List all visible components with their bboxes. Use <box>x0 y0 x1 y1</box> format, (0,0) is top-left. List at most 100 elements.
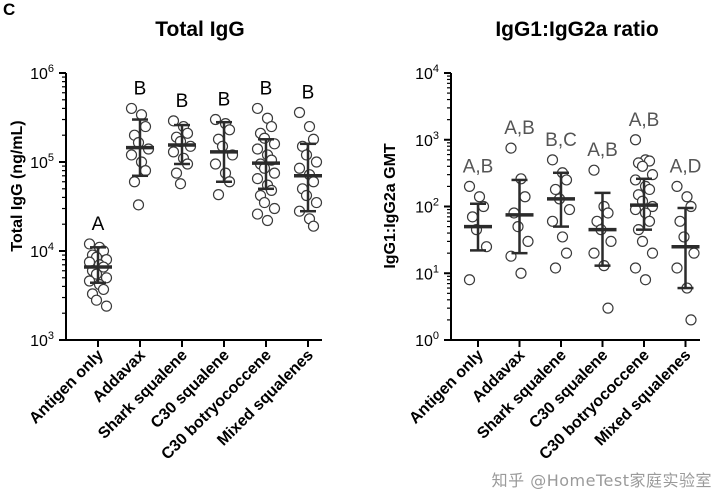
data-point <box>671 262 683 274</box>
data-point <box>560 174 573 186</box>
data-point <box>519 191 531 203</box>
y-tick-label: 106 <box>30 63 54 83</box>
significance-letter: A,D <box>670 156 702 177</box>
data-point <box>139 165 152 177</box>
data-point <box>307 220 320 232</box>
data-point <box>90 294 103 306</box>
data-point <box>251 173 264 185</box>
significance-letter: A,B <box>504 118 535 139</box>
data-point <box>463 180 476 193</box>
y-tick-label: 104 <box>30 241 54 261</box>
data-point <box>636 160 649 172</box>
data-point <box>251 208 264 220</box>
data-point <box>125 149 138 161</box>
data-point <box>293 106 306 119</box>
data-point <box>128 176 141 188</box>
y-tick-label: 101 <box>415 263 439 283</box>
data-point <box>216 140 229 152</box>
significance-letter: B,C <box>545 130 577 151</box>
data-point <box>646 247 659 259</box>
data-point <box>685 200 697 213</box>
data-point <box>473 191 486 203</box>
data-point <box>639 274 652 286</box>
data-point <box>100 300 113 312</box>
data-point <box>643 183 656 196</box>
data-point <box>310 156 323 168</box>
data-point <box>681 191 693 203</box>
data-point <box>671 180 683 193</box>
data-point <box>251 143 264 155</box>
data-point <box>135 109 148 121</box>
data-point <box>265 184 278 196</box>
data-point <box>167 115 180 127</box>
data-point <box>588 164 600 176</box>
data-point <box>223 124 236 136</box>
panel-letter: C <box>3 0 16 19</box>
y-tick-label: 105 <box>30 152 54 172</box>
data-point <box>167 146 180 158</box>
data-point <box>636 235 649 248</box>
significance-letter: A,B <box>629 110 660 131</box>
data-point <box>685 314 697 326</box>
data-point <box>251 102 264 115</box>
data-point <box>139 120 152 133</box>
data-point <box>629 262 642 274</box>
watermark: 知乎 @HomeTest家庭实验室 <box>491 471 712 490</box>
chart-panel-2: IgG1:IgG2a ratio IgG1:IgG2a GMT 100 101 102 1… <box>382 18 701 463</box>
significance-letter: A,B <box>463 156 494 177</box>
data-point <box>100 272 113 284</box>
data-point <box>170 167 183 179</box>
data-point <box>549 183 562 196</box>
significance-letter: A,B <box>587 140 618 161</box>
data-point <box>605 235 617 248</box>
y-tick-label: 100 <box>415 330 439 350</box>
data-point <box>643 215 656 227</box>
data-point <box>522 235 534 248</box>
data-point <box>258 196 271 209</box>
data-point <box>512 220 524 233</box>
chart-title: Total IgG <box>155 18 244 41</box>
y-tick-label: 103 <box>415 130 439 150</box>
data-point <box>549 262 562 274</box>
data-point <box>300 189 313 202</box>
data-point <box>463 274 476 286</box>
data-point <box>212 189 225 201</box>
data-point <box>181 127 194 139</box>
data-point <box>268 202 281 215</box>
data-point <box>125 102 138 115</box>
data-point <box>556 231 569 243</box>
y-axis-label: IgG1:IgG2a GMT <box>382 143 399 269</box>
y-tick-label: 104 <box>415 63 439 83</box>
data-point <box>629 134 642 146</box>
data-point <box>646 169 659 181</box>
data-point <box>268 138 281 150</box>
data-point <box>678 231 690 243</box>
data-point <box>674 215 686 227</box>
data-point <box>97 283 110 296</box>
data-point <box>546 154 559 166</box>
data-point <box>265 120 278 133</box>
data-point <box>546 215 559 227</box>
data-point <box>466 211 479 223</box>
data-point <box>300 149 313 161</box>
data-point <box>310 196 323 209</box>
data-point <box>174 178 187 190</box>
data-point <box>268 167 281 179</box>
significance-letter: A <box>92 214 105 235</box>
data-point <box>560 247 573 259</box>
data-point <box>688 247 700 259</box>
data-point <box>588 247 600 259</box>
y-tick-label: 103 <box>30 330 54 350</box>
chart-panel-1: Total IgG Total IgG (ng/mL) 103 104 105 106 An… <box>9 18 323 463</box>
significance-letter: B <box>260 78 273 99</box>
data-point <box>261 214 274 227</box>
data-point <box>563 203 576 216</box>
y-axis-label: Total IgG (ng/mL) <box>9 120 26 251</box>
data-point <box>303 120 316 133</box>
significance-letter: B <box>176 91 189 112</box>
data-point <box>83 275 96 287</box>
significance-letter: B <box>134 78 147 99</box>
data-point <box>515 267 527 279</box>
